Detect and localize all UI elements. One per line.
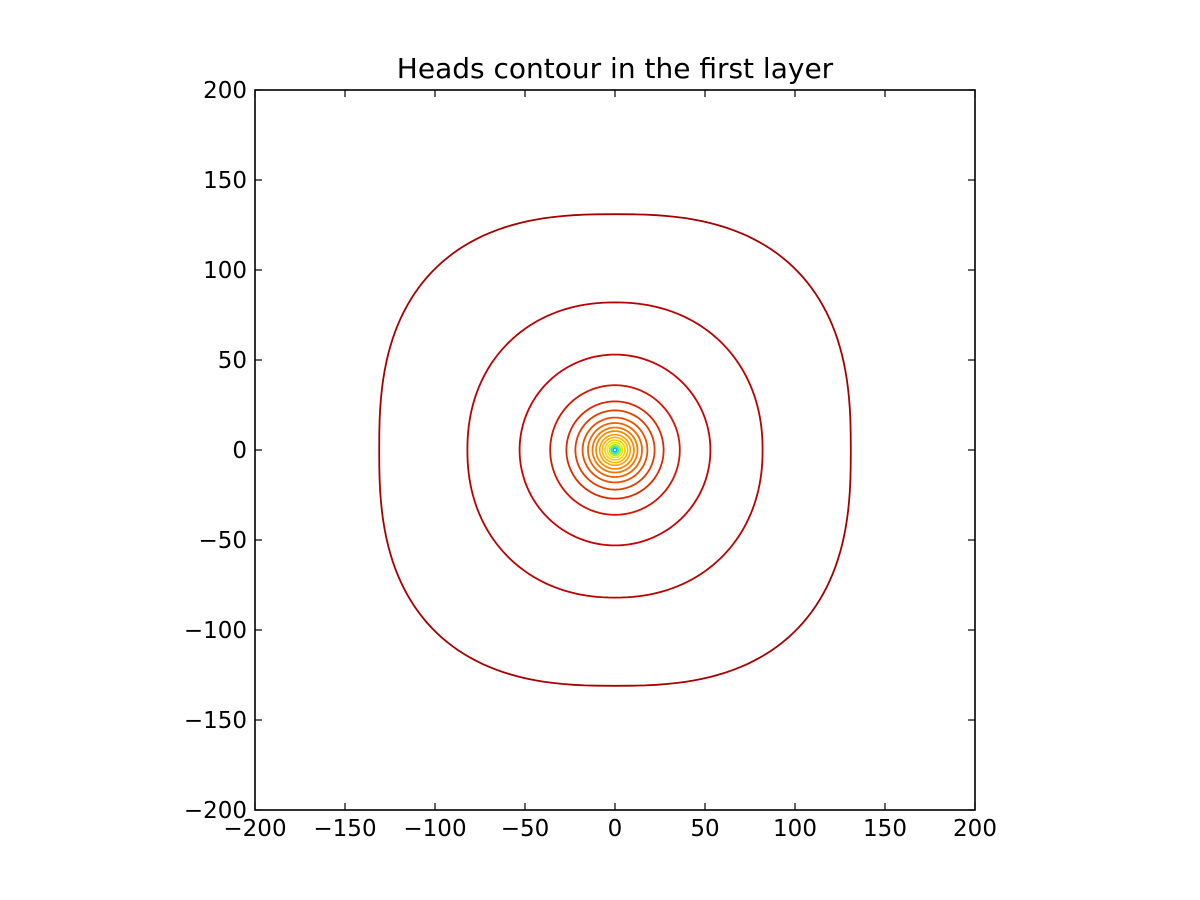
chart-title: Heads contour in the first layer (397, 52, 834, 85)
y-tick-label: 150 (203, 168, 247, 194)
contour-line-9 (595, 430, 635, 470)
y-tick-label: −50 (198, 528, 247, 554)
x-tick-label: 150 (863, 816, 907, 842)
x-tick-label: 100 (773, 816, 817, 842)
x-tick-labels: −200 −150 −100 −50 0 50 100 150 200 (223, 816, 997, 842)
contour-line-5 (574, 409, 656, 491)
plot-frame (254, 89, 976, 811)
contour-lines (378, 213, 852, 687)
contour-line-2 (518, 353, 712, 547)
contour-line-12 (604, 439, 626, 461)
x-tick-label: 50 (690, 816, 719, 842)
contour-line-3 (549, 384, 681, 516)
contour-line-8 (591, 426, 639, 474)
contour-line-11 (601, 436, 629, 464)
x-tick-label: −200 (223, 816, 286, 842)
x-tick-label: 0 (608, 816, 623, 842)
x-tick-label: −50 (501, 816, 550, 842)
y-tick-label: −150 (184, 708, 247, 734)
contour-line-15 (610, 445, 620, 455)
contour-line-4 (565, 400, 665, 500)
contour-line-0 (378, 213, 852, 687)
y-tick-label: −200 (184, 798, 247, 824)
contour-line-10 (598, 433, 632, 467)
y-tick-label: 50 (218, 348, 247, 374)
axis-ticks (254, 89, 976, 811)
x-tick-label: −100 (403, 816, 466, 842)
y-tick-label: 100 (203, 258, 247, 284)
y-tick-labels: 200 150 100 50 0 −50 −100 −150 −200 (184, 78, 247, 824)
x-tick-label: −150 (313, 816, 376, 842)
x-tick-label: 200 (953, 816, 997, 842)
contour-line-6 (581, 416, 649, 484)
contour-line-1 (466, 301, 764, 599)
contour-line-7 (587, 422, 643, 478)
y-tick-label: −100 (184, 618, 247, 644)
y-tick-label: 200 (203, 78, 247, 104)
contour-line-13 (606, 441, 624, 459)
y-tick-label: 0 (232, 438, 247, 464)
contour-line-16 (612, 447, 618, 453)
contour-line-14 (608, 443, 622, 457)
